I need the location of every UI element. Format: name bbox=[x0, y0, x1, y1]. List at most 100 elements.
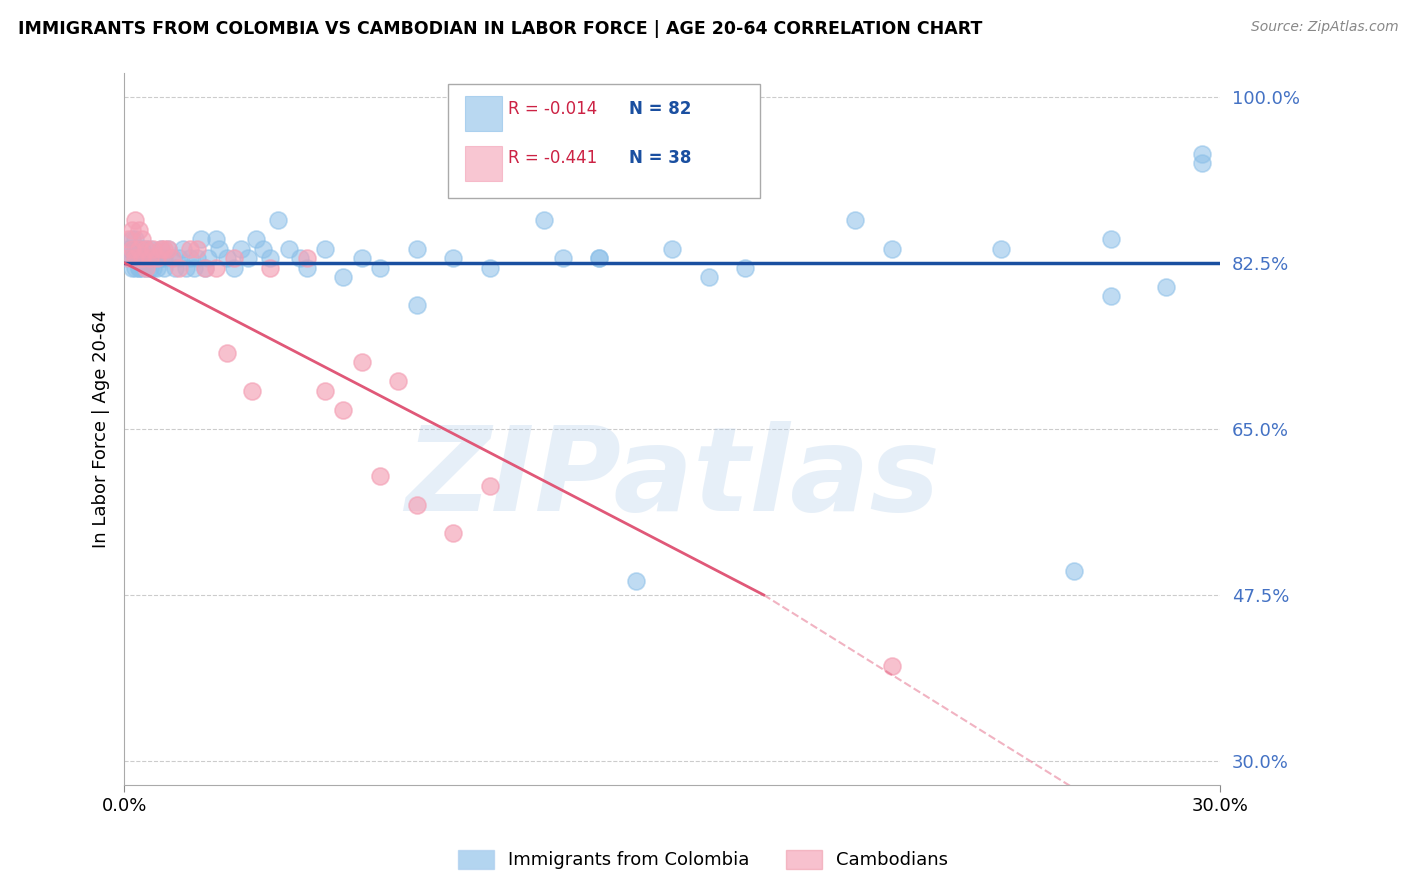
Point bbox=[121, 222, 143, 236]
Point bbox=[121, 232, 143, 246]
Point bbox=[186, 251, 208, 265]
Point bbox=[117, 251, 139, 265]
Point bbox=[142, 260, 165, 275]
Point bbox=[146, 251, 169, 265]
Point bbox=[368, 469, 391, 483]
Point bbox=[124, 213, 146, 227]
Point bbox=[153, 242, 176, 256]
Point bbox=[149, 242, 172, 256]
Point bbox=[295, 260, 318, 275]
Point bbox=[167, 251, 190, 265]
Point bbox=[128, 260, 150, 275]
Point bbox=[405, 242, 427, 256]
Point bbox=[624, 574, 647, 588]
Text: IMMIGRANTS FROM COLOMBIA VS CAMBODIAN IN LABOR FORCE | AGE 20-64 CORRELATION CHA: IMMIGRANTS FROM COLOMBIA VS CAMBODIAN IN… bbox=[18, 20, 983, 37]
Point bbox=[121, 251, 143, 265]
Point bbox=[588, 251, 610, 265]
Point bbox=[240, 384, 263, 398]
Point bbox=[149, 242, 172, 256]
Point bbox=[135, 242, 157, 256]
Point bbox=[1154, 279, 1177, 293]
Point bbox=[222, 260, 245, 275]
Point bbox=[332, 270, 354, 285]
Point bbox=[661, 242, 683, 256]
Text: R = -0.441: R = -0.441 bbox=[508, 149, 598, 168]
Point bbox=[121, 242, 143, 256]
Point bbox=[1063, 564, 1085, 578]
Point bbox=[197, 251, 219, 265]
Point bbox=[142, 242, 165, 256]
Point bbox=[533, 213, 555, 227]
Point bbox=[131, 260, 153, 275]
Point bbox=[259, 251, 281, 265]
Point bbox=[405, 298, 427, 312]
Point bbox=[288, 251, 311, 265]
FancyBboxPatch shape bbox=[465, 96, 502, 131]
Point bbox=[1099, 232, 1122, 246]
Point bbox=[179, 242, 201, 256]
Point bbox=[697, 270, 720, 285]
Point bbox=[131, 251, 153, 265]
FancyBboxPatch shape bbox=[465, 146, 502, 181]
Point bbox=[245, 232, 267, 246]
Point bbox=[368, 260, 391, 275]
Point bbox=[267, 213, 290, 227]
Point bbox=[121, 260, 143, 275]
Point bbox=[844, 213, 866, 227]
Text: Source: ZipAtlas.com: Source: ZipAtlas.com bbox=[1251, 20, 1399, 34]
Point bbox=[295, 251, 318, 265]
Point bbox=[124, 260, 146, 275]
Point bbox=[149, 251, 172, 265]
Point bbox=[734, 260, 756, 275]
Point bbox=[135, 260, 157, 275]
Point bbox=[167, 260, 190, 275]
Point bbox=[259, 260, 281, 275]
Point bbox=[194, 260, 217, 275]
Point bbox=[277, 242, 299, 256]
Point bbox=[183, 260, 205, 275]
Text: N = 38: N = 38 bbox=[628, 149, 690, 168]
Point bbox=[350, 251, 373, 265]
Point bbox=[478, 479, 501, 493]
Point bbox=[139, 260, 162, 275]
Point bbox=[157, 242, 180, 256]
Point bbox=[405, 498, 427, 512]
Text: N = 82: N = 82 bbox=[628, 100, 690, 118]
Point bbox=[176, 260, 198, 275]
Point bbox=[880, 659, 903, 673]
Point bbox=[128, 251, 150, 265]
Point bbox=[153, 260, 176, 275]
Point bbox=[194, 260, 217, 275]
Point bbox=[128, 242, 150, 256]
Point bbox=[124, 251, 146, 265]
Point bbox=[190, 232, 212, 246]
Point bbox=[131, 242, 153, 256]
Point bbox=[551, 251, 574, 265]
Point bbox=[204, 232, 226, 246]
Point bbox=[1191, 156, 1213, 170]
Point bbox=[165, 260, 187, 275]
Point bbox=[1099, 289, 1122, 303]
Point bbox=[160, 251, 183, 265]
Point bbox=[160, 251, 183, 265]
Point bbox=[332, 403, 354, 417]
Point bbox=[139, 251, 162, 265]
Legend: Immigrants from Colombia, Cambodians: Immigrants from Colombia, Cambodians bbox=[449, 841, 957, 879]
Point bbox=[990, 242, 1012, 256]
Point bbox=[131, 251, 153, 265]
Point bbox=[222, 251, 245, 265]
Text: R = -0.014: R = -0.014 bbox=[508, 100, 598, 118]
Point bbox=[128, 260, 150, 275]
Text: ZIPatlas: ZIPatlas bbox=[405, 421, 939, 536]
Point bbox=[179, 251, 201, 265]
Point bbox=[387, 375, 409, 389]
Point bbox=[146, 251, 169, 265]
Point bbox=[135, 251, 157, 265]
Point bbox=[117, 232, 139, 246]
Point bbox=[588, 251, 610, 265]
Point bbox=[204, 260, 226, 275]
Point bbox=[1191, 146, 1213, 161]
Point bbox=[157, 242, 180, 256]
Point bbox=[350, 355, 373, 369]
Point bbox=[131, 251, 153, 265]
